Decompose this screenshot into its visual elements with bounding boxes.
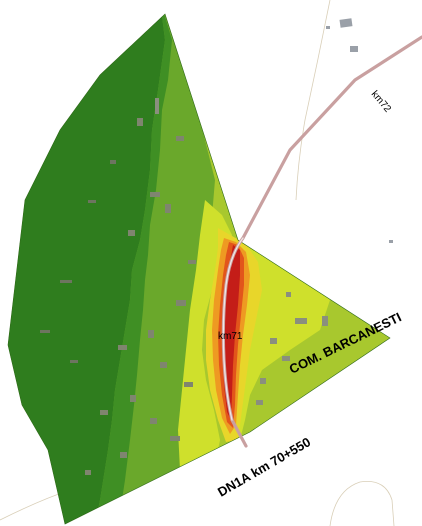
- zone-dark: [95, 14, 172, 524]
- building: [40, 330, 50, 333]
- building: [295, 318, 307, 324]
- building: [176, 300, 186, 306]
- road-dn1a-core: [222, 237, 244, 421]
- building: [339, 18, 353, 28]
- zone-red: [223, 245, 240, 420]
- building: [137, 118, 143, 126]
- building: [148, 330, 154, 338]
- building: [130, 395, 136, 402]
- building: [176, 136, 184, 141]
- building: [85, 470, 91, 475]
- building: [326, 26, 330, 29]
- building: [184, 382, 193, 387]
- building: [120, 452, 127, 458]
- building: [270, 338, 277, 344]
- building: [282, 356, 290, 361]
- building: [256, 400, 263, 405]
- building: [70, 360, 78, 363]
- building: [350, 46, 358, 52]
- building: [322, 316, 328, 326]
- building: [160, 362, 167, 368]
- building: [100, 410, 108, 415]
- building: [110, 160, 116, 164]
- building: [260, 378, 266, 384]
- building: [286, 292, 291, 297]
- km71-label: km71: [218, 331, 243, 342]
- building: [150, 192, 160, 197]
- building: [60, 280, 72, 283]
- building: [128, 230, 135, 236]
- zone-outline: [7, 13, 391, 525]
- track-line: [329, 481, 395, 526]
- building: [150, 418, 157, 424]
- building: [170, 436, 180, 441]
- building: [165, 204, 171, 213]
- building: [389, 240, 393, 243]
- building: [88, 200, 96, 203]
- building: [155, 98, 159, 114]
- building: [118, 345, 127, 350]
- track-line: [295, 0, 331, 201]
- building: [188, 260, 196, 264]
